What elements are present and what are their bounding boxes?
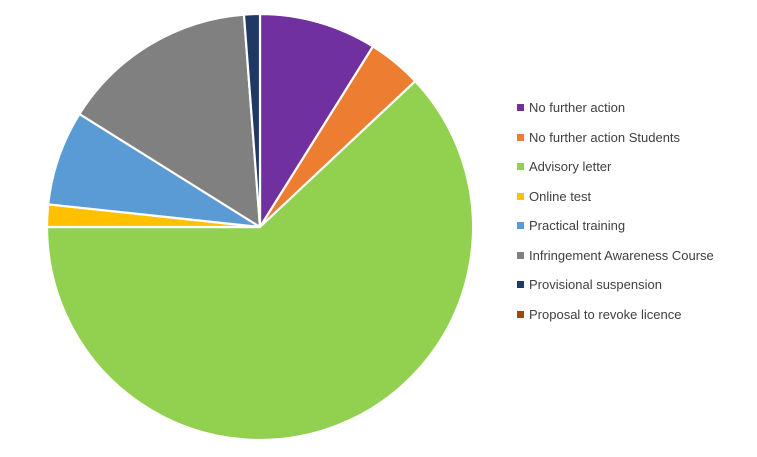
legend-item-advisory-letter: Advisory letter: [517, 152, 714, 182]
legend-swatch: [517, 251, 524, 259]
legend-label: No further action: [529, 100, 626, 116]
legend-swatch: [517, 192, 524, 200]
legend-label: Infringement Awareness Course: [529, 247, 714, 263]
legend-label: Advisory letter: [529, 159, 612, 175]
chart-legend: No further action No further action Stude…: [517, 93, 714, 329]
legend-item-provisional-suspension: Provisional suspension: [517, 270, 714, 300]
legend-swatch: [517, 281, 524, 289]
legend-item-no-further-action: No further action: [517, 93, 714, 123]
legend-swatch: [517, 133, 524, 141]
legend-swatch: [517, 222, 524, 230]
legend-item-no-further-action-students: No further action Students: [517, 123, 714, 153]
legend-label: Online test: [529, 188, 592, 204]
legend-item-online-test: Online test: [517, 182, 714, 212]
legend-swatch: [517, 104, 524, 112]
legend-label: No further action Students: [529, 129, 681, 145]
legend-label: Practical training: [529, 218, 626, 234]
legend-swatch: [517, 310, 524, 318]
legend-swatch: [517, 163, 524, 171]
pie-slice-provisional-suspension: [242, 12, 262, 229]
legend-item-infringement-awareness-course: Infringement Awareness Course: [517, 241, 714, 271]
pie-slice-infringement-awareness-course: [78, 13, 262, 229]
pie-slice-advisory-letter: [45, 80, 475, 442]
pie-slice-no-further-action: [258, 12, 375, 229]
legend-label: Provisional suspension: [529, 277, 662, 293]
legend-label: Proposal to revoke licence: [529, 306, 682, 322]
legend-item-proposal-to-revoke-licence: Proposal to revoke licence: [517, 300, 714, 330]
legend-item-practical-training: Practical training: [517, 211, 714, 241]
